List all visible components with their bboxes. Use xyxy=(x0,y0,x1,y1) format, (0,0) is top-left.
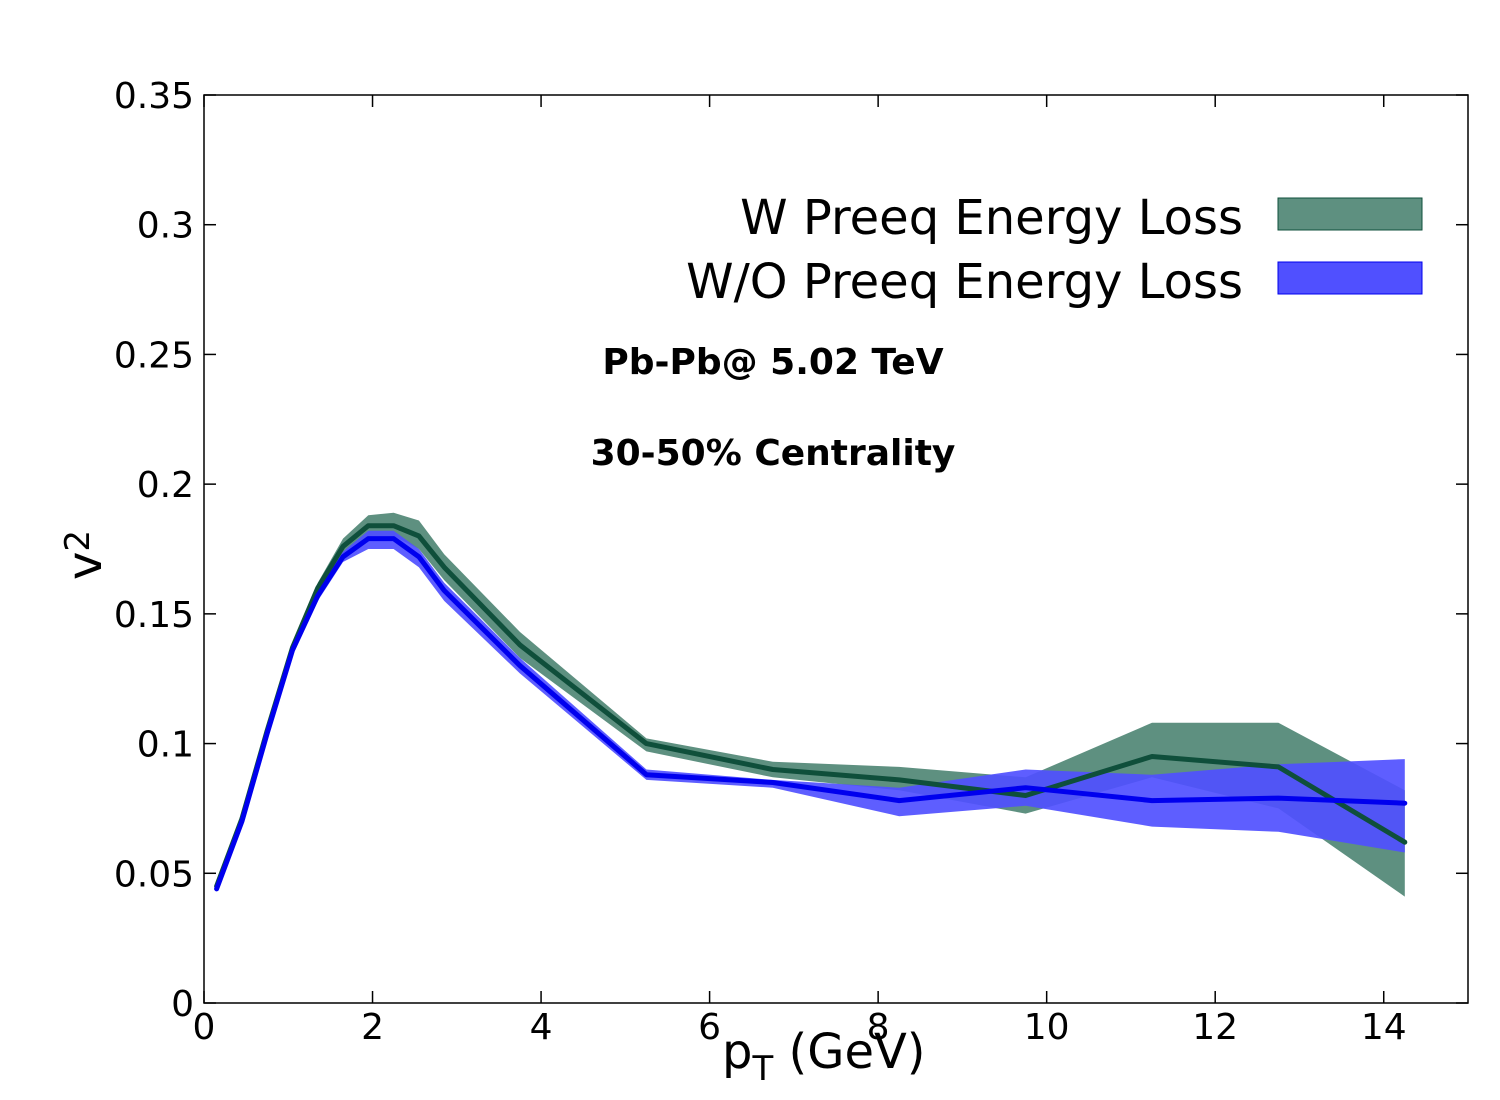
x-axis-title: pT (GeV) xyxy=(722,1024,926,1089)
y-tick-label: 0.35 xyxy=(114,76,194,117)
x-tick-label: 0 xyxy=(193,1007,216,1048)
x-tick-label: 6 xyxy=(698,1007,721,1048)
axis-ticks xyxy=(203,94,1468,1004)
y-tick-label: 0.3 xyxy=(137,206,194,247)
line-w-preeq xyxy=(214,523,1408,889)
legend-label-w-preeq: W Preeq Energy Loss xyxy=(740,190,1243,246)
band-wo-preeq xyxy=(216,530,1405,892)
x-tick-label: 14 xyxy=(1361,1007,1407,1048)
y-axis-title: v2 xyxy=(57,530,113,580)
y-tick-label: 0.2 xyxy=(137,465,194,506)
band-w-preeq xyxy=(216,512,1405,897)
y-tick-label: 0 xyxy=(171,984,194,1025)
x-tick-label: 2 xyxy=(361,1007,384,1048)
y-tick-label: 0.05 xyxy=(114,854,194,895)
legend: W Preeq Energy Loss W/O Preeq Energy Los… xyxy=(686,190,1423,310)
y-tick-label: 0.1 xyxy=(137,725,194,766)
x-tick-label: 12 xyxy=(1192,1007,1238,1048)
x-tick-label: 8 xyxy=(867,1007,890,1048)
y-tick-label: 0.15 xyxy=(114,595,194,636)
y-tick-label: 0.25 xyxy=(114,335,194,376)
x-tick-label: 10 xyxy=(1024,1007,1070,1048)
uncertainty-bands xyxy=(216,512,1405,897)
legend-swatch-wo-preeq xyxy=(1277,261,1423,295)
tick-labels: 0 2 4 6 8 10 12 14 0 0.05 0.1 0.15 0.2 0.25 0.3 0.35 xyxy=(114,76,1407,1048)
plot-area-frame xyxy=(203,94,1469,1004)
series-lines xyxy=(214,523,1408,892)
annotation-collision-system: Pb-Pb@ 5.02 TeV xyxy=(602,342,943,383)
legend-swatch-w-preeq xyxy=(1277,197,1423,231)
x-tick-label: 4 xyxy=(530,1007,553,1048)
legend-label-wo-preeq: W/O Preeq Energy Loss xyxy=(686,254,1243,310)
annotation-centrality: 30-50% Centrality xyxy=(591,433,956,474)
line-wo-preeq xyxy=(214,536,1408,892)
